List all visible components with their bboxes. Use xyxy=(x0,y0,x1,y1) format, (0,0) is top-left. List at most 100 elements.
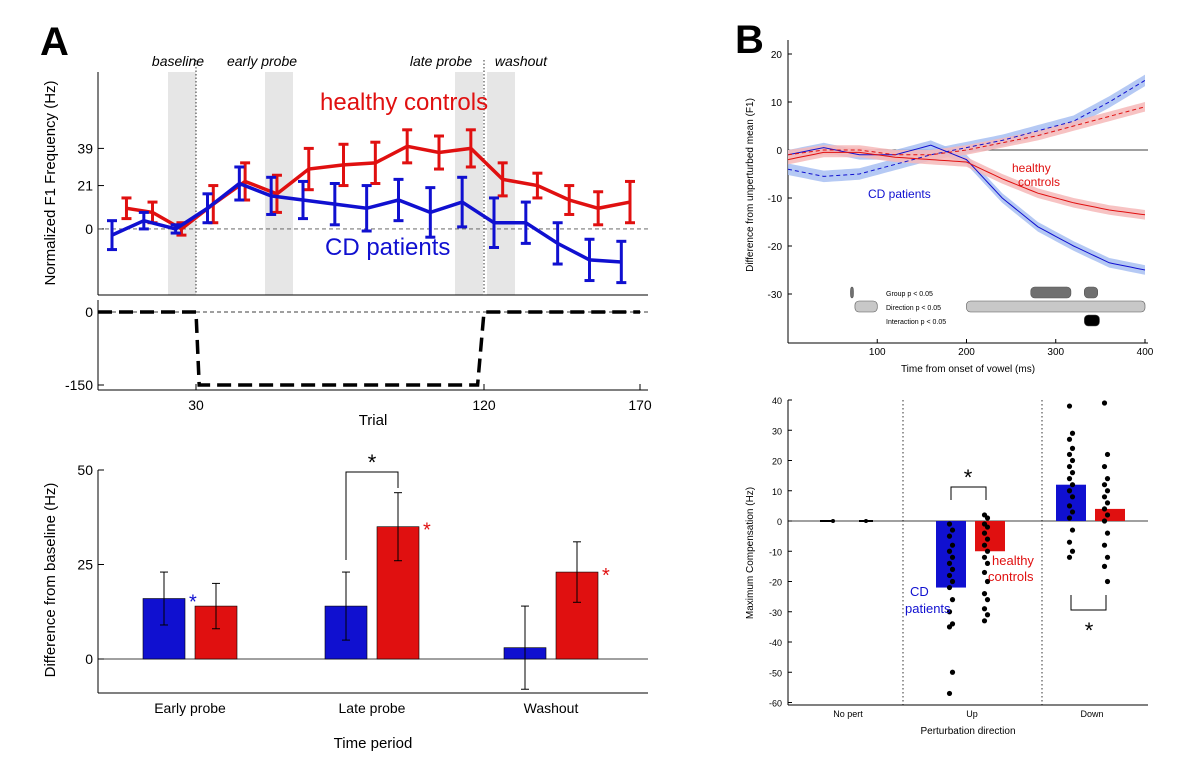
b-bot-ytick-label-2: 20 xyxy=(772,457,782,467)
b-bot-point-hc_down-2 xyxy=(1101,463,1108,470)
period-label-2: late probe xyxy=(410,53,472,69)
b-top-ytick-label-5: -30 xyxy=(768,290,783,301)
a-bot-y-label: Difference from baseline (Hz) xyxy=(42,483,59,678)
period-label-0: baseline xyxy=(152,53,204,69)
period-shade-0 xyxy=(168,72,196,295)
b-bot-point-hc_down-5 xyxy=(1104,488,1111,494)
b-top-band-1 xyxy=(788,74,1145,183)
b-bot-y-label: Maximum Compensation (Hz) xyxy=(745,487,756,619)
b-bot-point-hc_down-7 xyxy=(1104,500,1111,506)
b-top-line-3 xyxy=(787,106,1146,156)
b-top-sig-label-1: Direction p < 0.05 xyxy=(886,305,941,312)
a-pert-xtick-label-0: 30 xyxy=(188,397,204,413)
b-top-ytick-label-3: -10 xyxy=(768,194,783,205)
b-bot-point-cd_up-2 xyxy=(946,533,953,539)
b-bot-point-hc_up-1 xyxy=(984,515,991,521)
a-bot-ytick-label-2: 50 xyxy=(77,462,93,478)
a-pert-ytick-label-1: -150 xyxy=(65,377,93,393)
b-top-sig-label-2: Interaction p < 0.05 xyxy=(886,319,946,326)
b-bot-ytick-label-7: -30 xyxy=(769,608,782,618)
b-top-sig-bar-1-0 xyxy=(854,300,878,313)
b-top-sig-bar-0-1 xyxy=(1030,286,1072,299)
b-bot-point-cd_up-3 xyxy=(949,542,956,548)
b-bot-legend-cd-1: CD xyxy=(910,584,929,599)
b-bot-bar-1-1 xyxy=(975,521,1005,552)
a-bot-category-1: Late probe xyxy=(339,700,406,716)
a-bot-sig-1-1: * xyxy=(423,520,431,542)
b-bot-point-hc_down-6 xyxy=(1101,494,1108,500)
b-bot-point-cd_down-1 xyxy=(1069,430,1076,436)
b-top-y-label: Difference from unperturbed mean (F1) xyxy=(745,98,756,272)
b-top-line-2 xyxy=(787,151,1146,216)
b-bot-point-cd_down-18 xyxy=(1066,554,1073,560)
b-top-xtick-label-3: 400 xyxy=(1137,347,1154,358)
b-bot-point-cd_up-16 xyxy=(946,690,953,697)
b-bot-point-cd_up-11 xyxy=(949,597,956,603)
b-bot-point-hc_down-8 xyxy=(1101,506,1108,512)
a-bot-category-2: Washout xyxy=(524,700,579,716)
b-bot-point-cd_down-12 xyxy=(1066,503,1073,509)
a-bot-ytick-label-0: 0 xyxy=(85,651,93,667)
b-bot-comparison-up-bracket xyxy=(950,486,987,500)
a-pert-line xyxy=(98,310,640,387)
b-bot-ytick-label-5: -10 xyxy=(769,547,782,557)
b-bot-legend-healthy-2: controls xyxy=(988,569,1034,584)
a-top-ytick-label-2: 39 xyxy=(77,140,93,156)
b-bot-point-hc_down-15 xyxy=(1104,578,1111,585)
b-bot-point-hc_up-15 xyxy=(984,612,991,618)
b-bot-point-cd_down-14 xyxy=(1066,515,1073,521)
b-top-band-2 xyxy=(788,147,1145,220)
b-bot-point-hc_down-13 xyxy=(1104,554,1111,560)
a-bot-comparison-star: * xyxy=(368,450,377,475)
b-top-sig-bar-0-2 xyxy=(1084,286,1098,299)
a-pert-xtick-label-2: 170 xyxy=(628,397,652,413)
a-pert-ytick-label-0: 0 xyxy=(85,304,93,320)
b-bot-point-cd_up-7 xyxy=(949,566,956,573)
b-bot-point-hc_up-6 xyxy=(981,542,988,548)
b-bot-ytick-label-1: 30 xyxy=(772,426,782,436)
b-top-sig-bar-1-1 xyxy=(966,300,1146,313)
b-top-xtick-label-0: 100 xyxy=(869,347,886,358)
b-top-ytick-label-2: 0 xyxy=(776,146,782,157)
b-bot-point-cd_up-8 xyxy=(946,572,953,579)
b-bot-legend-cd-2: patients xyxy=(905,601,951,616)
b-bot-point-cd_up-6 xyxy=(946,560,953,566)
b-bot-point-cd_up-4 xyxy=(946,548,953,554)
b-bot-point-nopert-1 xyxy=(864,519,868,523)
panel-a-trial-plot: baseline early probe late probe washout 0 21… xyxy=(42,53,648,296)
b-bot-ytick-label-4: 0 xyxy=(777,517,782,527)
b-bot-point-hc_down-10 xyxy=(1101,518,1108,524)
b-bot-point-hc_up-7 xyxy=(984,548,991,554)
b-bot-ytick-label-6: -20 xyxy=(769,578,782,588)
b-bot-point-cd_up-12 xyxy=(946,609,953,615)
b-top-sig-bar-0-0 xyxy=(850,286,854,299)
b-bot-point-cd_down-10 xyxy=(1066,488,1073,494)
b-bot-point-cd_up-9 xyxy=(949,578,956,585)
a-top-ytick-label-1: 21 xyxy=(77,178,93,194)
a-top-legend-healthy: healthy controls xyxy=(320,89,488,116)
a-bot-sig-1-2: * xyxy=(602,565,610,587)
a-top-line-0 xyxy=(126,144,631,232)
b-bot-point-cd_up-5 xyxy=(949,554,956,560)
b-bot-comparison-down-star: * xyxy=(1085,618,1094,643)
b-bot-point-hc_up-4 xyxy=(981,530,988,536)
b-top-ytick-label-1: 10 xyxy=(771,98,783,109)
b-bot-point-cd_down-13 xyxy=(1069,509,1076,515)
b-bot-point-hc_up-10 xyxy=(981,569,988,576)
panel-a-perturbation-plot: 0 -150 30 120 170 Trial xyxy=(65,300,652,429)
a-bot-ytick-label-1: 25 xyxy=(77,557,93,573)
b-bot-point-hc_up-16 xyxy=(981,618,988,624)
a-bot-comparison-bracket xyxy=(345,471,399,560)
b-bot-ytick-label-10: -60 xyxy=(769,699,782,709)
b-bot-point-hc_down-0 xyxy=(1101,400,1108,406)
b-bot-point-hc_up-14 xyxy=(981,606,988,612)
b-bot-point-cd_up-10 xyxy=(946,584,953,591)
a-pert-xtick-label-1: 120 xyxy=(472,397,496,413)
b-bot-point-hc_down-9 xyxy=(1104,512,1111,518)
b-bot-point-hc_up-9 xyxy=(984,560,991,566)
b-bot-point-hc_down-1 xyxy=(1104,451,1111,458)
b-bot-point-cd_down-4 xyxy=(1066,451,1073,458)
a-top-legend-cd: CD patients xyxy=(325,234,450,261)
